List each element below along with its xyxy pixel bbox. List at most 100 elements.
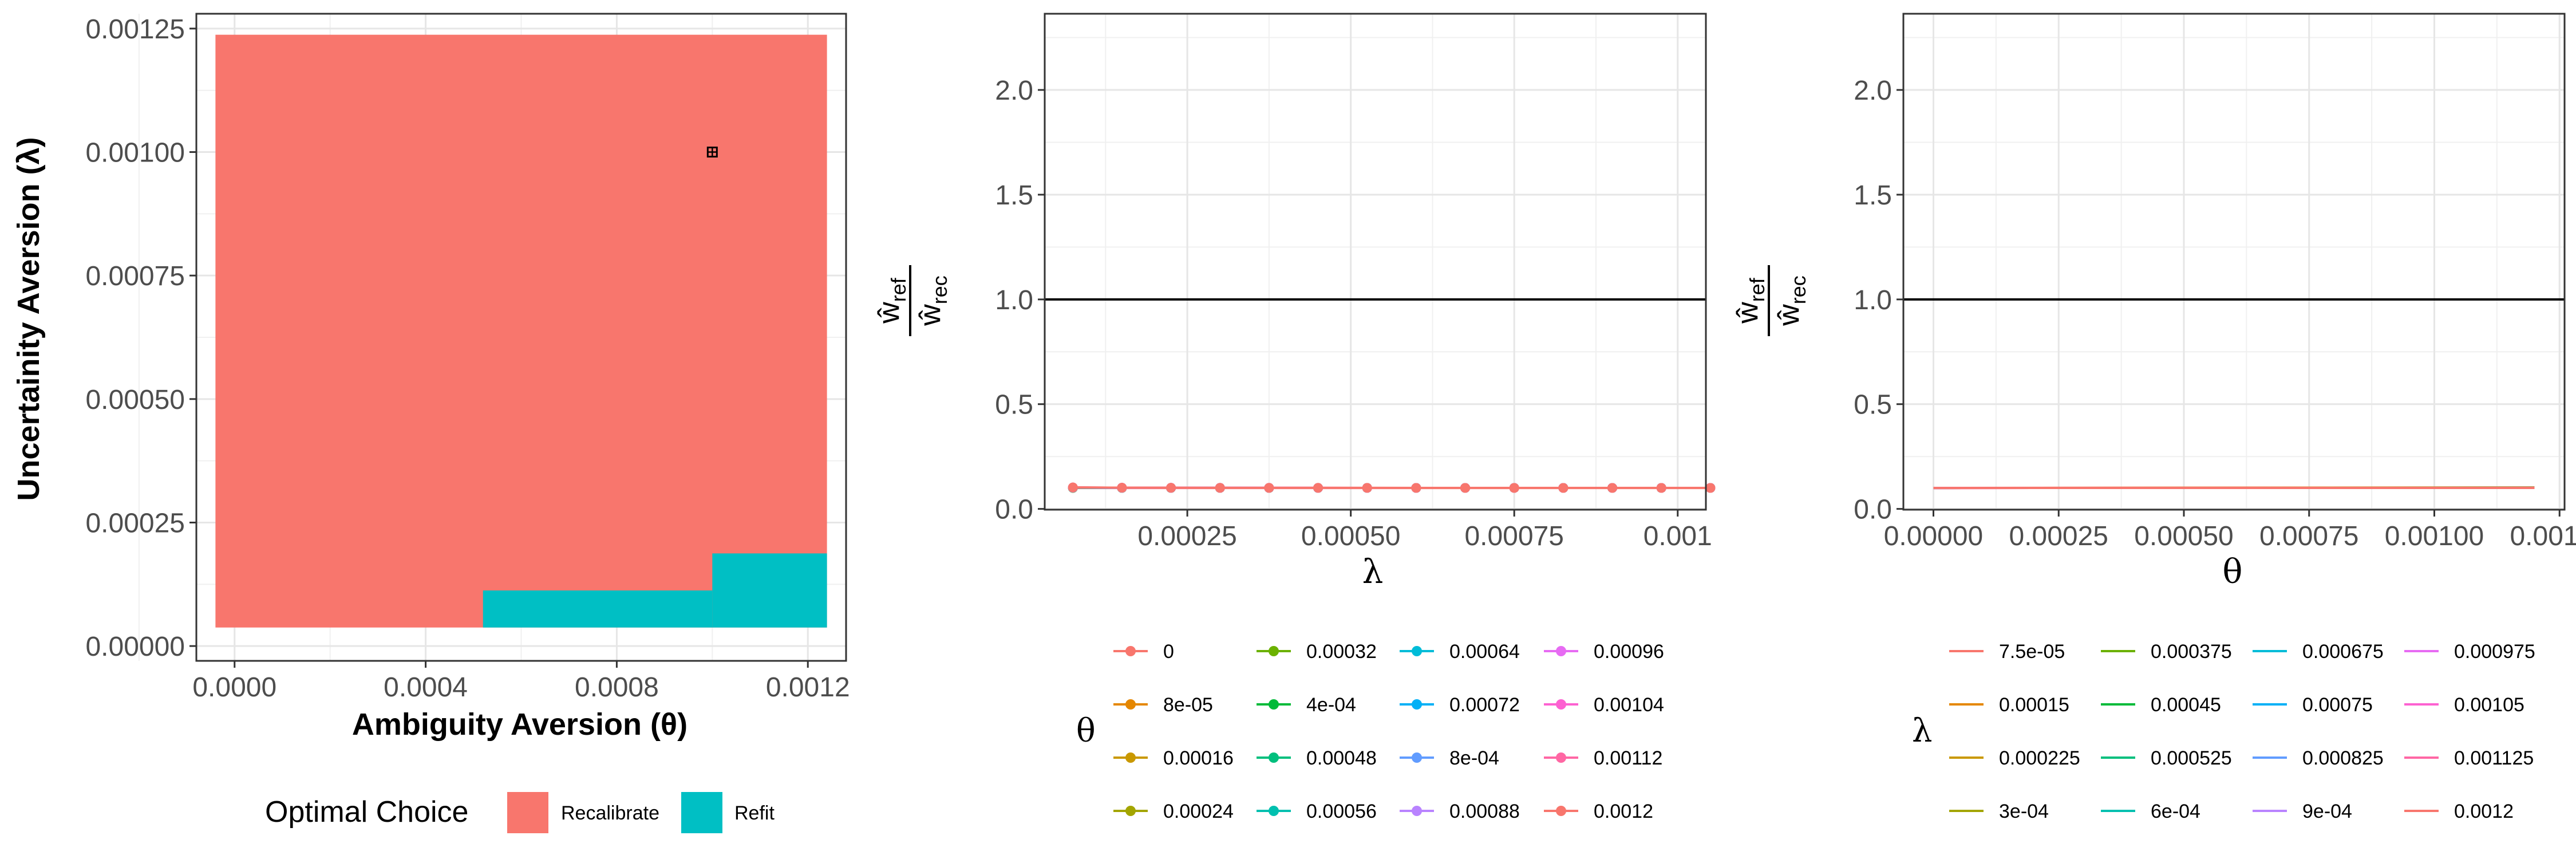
ylabel-numerator: ŵref xyxy=(1731,277,1769,324)
legend-label: 0.000225 xyxy=(1999,747,2080,769)
x-tick-label: 0.00125 xyxy=(2510,521,2576,551)
legend-label: 0.00056 xyxy=(1306,801,1377,822)
refit-region xyxy=(712,553,827,628)
legend-label: 0.0012 xyxy=(1594,801,1653,822)
recalibrate-region xyxy=(215,34,827,628)
y-tick-label: 0.00000 xyxy=(85,632,185,662)
x-tick-label: 0.00025 xyxy=(1137,521,1237,551)
y-tick-label: 0.0 xyxy=(1854,495,1892,525)
data-point xyxy=(1166,483,1176,493)
legend-key-point xyxy=(1556,646,1566,656)
legend-label: 0.000525 xyxy=(2151,747,2232,769)
ylabel-denominator: ŵrec xyxy=(1772,275,1810,326)
ylabel-denominator: ŵrec xyxy=(914,275,951,326)
legend-key-point xyxy=(1556,699,1566,710)
legend-label: 0.000675 xyxy=(2302,641,2384,663)
x-tick-label: 0.00050 xyxy=(2134,521,2234,551)
y-tick-label: 1.5 xyxy=(995,180,1033,211)
x-tick-label: 0.0008 xyxy=(575,672,659,703)
data-point xyxy=(1215,483,1225,493)
legend-key-point xyxy=(1125,806,1136,816)
data-point xyxy=(1362,483,1372,493)
legend-key-point xyxy=(1125,646,1136,656)
legend-label: 0.00064 xyxy=(1449,641,1520,663)
data-point xyxy=(1264,483,1274,493)
x-tick-label: 0.0012 xyxy=(766,672,850,703)
lambda-legend: 7.5e-05 0.00015 0.000225 3e-04 0.000375 0.000… xyxy=(1949,641,2535,822)
data-point xyxy=(1509,483,1519,493)
legend-label: 6e-04 xyxy=(2151,801,2200,822)
legend-label: 4e-04 xyxy=(1306,694,1356,716)
legend-label: 8e-05 xyxy=(1163,694,1213,716)
legend-label: 0.000975 xyxy=(2454,641,2535,663)
x-tick-label: 0.00000 xyxy=(1884,521,1984,551)
theta-legend: 0 8e-05 0.00016 0.00024 0.00032 4e-04 0.00048 0… xyxy=(1113,641,1664,822)
y-tick-label: 0.00050 xyxy=(85,385,185,415)
panel2-xlabel: λ xyxy=(1362,552,1384,591)
panel3-ylabel: ŵref ŵrec xyxy=(1731,265,1810,336)
legend-label: 0.00048 xyxy=(1306,747,1377,769)
legend-key-refit xyxy=(681,792,722,833)
ylabel-numerator: ŵref xyxy=(872,277,910,324)
x-tick-label: 0.00075 xyxy=(1464,521,1564,551)
x-tick-label: 0.00100 xyxy=(2385,521,2484,551)
legend-label: 7.5e-05 xyxy=(1999,641,2065,663)
legend-label: 0.00096 xyxy=(1594,641,1664,663)
legend-label: 0.00075 xyxy=(2302,694,2373,716)
plot-background xyxy=(1045,14,1706,510)
panel2-ylabel: ŵref ŵrec xyxy=(872,265,951,336)
legend-label: 0.00088 xyxy=(1449,801,1520,822)
legend-key-point xyxy=(1556,806,1566,816)
legend-key-point xyxy=(1412,806,1422,816)
lambda-legend-title: λ xyxy=(1912,712,1933,750)
data-point xyxy=(1313,483,1323,493)
optimal-choice-heatmap-panel: 0.0000 0.0004 0.0008 0.0012 0.00000 0.00025 0.… xyxy=(85,13,850,703)
x-tick-label: 0.0000 xyxy=(192,672,276,703)
y-tick-label: 1.5 xyxy=(1854,180,1892,211)
legend-label: 0.0012 xyxy=(2454,801,2514,822)
y-tick-label: 0.00100 xyxy=(85,138,185,168)
data-point xyxy=(1117,483,1127,493)
panel-border xyxy=(195,13,847,662)
legend-key-recalibrate xyxy=(507,792,548,833)
legend-label-recalibrate: Recalibrate xyxy=(561,802,659,824)
legend-label: 0.00112 xyxy=(1594,747,1662,769)
x-tick-label: 0.00075 xyxy=(2259,521,2359,551)
data-point xyxy=(1705,483,1716,493)
x-tick-label: 0.0004 xyxy=(384,672,468,703)
legend-label: 8e-04 xyxy=(1449,747,1499,769)
legend-label: 0.000375 xyxy=(2151,641,2232,663)
legend-key-point xyxy=(1412,646,1422,656)
data-point xyxy=(1460,483,1471,493)
x-tick-label: 0.001 xyxy=(1643,521,1712,551)
x-tick-label: 0.00025 xyxy=(2009,521,2108,551)
panel1-ylabel: Uncertainity Aversion (λ) xyxy=(11,137,46,501)
legend-label: 0 xyxy=(1163,641,1174,663)
data-point xyxy=(1411,483,1421,493)
legend-key-point xyxy=(1556,752,1566,763)
legend-label: 0.00045 xyxy=(2151,694,2221,716)
x-tick-label: 0.00050 xyxy=(1301,521,1401,551)
y-tick-label: 2.0 xyxy=(1854,76,1892,106)
plot-background xyxy=(1903,14,2565,510)
y-tick-label: 0.5 xyxy=(1854,390,1892,420)
refit-region xyxy=(483,590,713,628)
ratio-vs-lambda-panel: 0.00025 0.00050 0.00075 0.001 0.0 0.5 1.0 1.5 2.… xyxy=(995,13,1716,551)
legend-key-point xyxy=(1125,699,1136,710)
y-tick-label: 0.00125 xyxy=(85,14,185,45)
legend-label: 9e-04 xyxy=(2302,801,2352,822)
legend-key-point xyxy=(1269,646,1279,656)
legend-label: 0.00104 xyxy=(1594,694,1664,716)
data-point xyxy=(1607,483,1618,493)
legend-key-point xyxy=(1125,752,1136,763)
data-point xyxy=(1656,483,1666,493)
legend-label: 0.001125 xyxy=(2454,747,2534,769)
legend-key-point xyxy=(1269,699,1279,710)
y-tick-label: 2.0 xyxy=(995,76,1033,106)
theta-legend-title: θ xyxy=(1076,712,1096,750)
ratio-vs-theta-panel: 0.00000 0.00025 0.00050 0.00075 0.00100 0.001… xyxy=(1854,13,2576,551)
legend-label-refit: Refit xyxy=(734,802,775,824)
legend-label: 0.00105 xyxy=(2454,694,2524,716)
data-point xyxy=(1068,482,1078,492)
